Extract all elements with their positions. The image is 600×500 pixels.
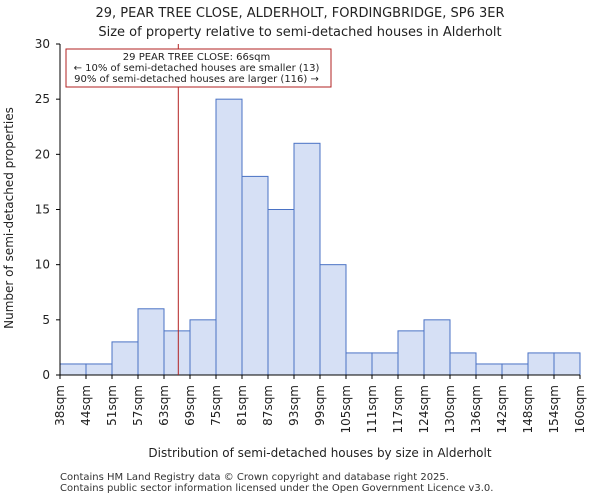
y-axis-label: Number of semi-detached properties bbox=[2, 107, 16, 329]
y-tick-label: 20 bbox=[35, 147, 50, 161]
histogram-bar-93sqm bbox=[293, 142, 321, 376]
title-line-2: Size of property relative to semi-detach… bbox=[98, 25, 502, 40]
histogram-chart: 0 5 10 15 20 25 30 38sqm 44sqm 51sqm 57sqm 63sqm 69s… bbox=[2, 37, 587, 460]
x-tick-label: 136sqm bbox=[469, 385, 483, 433]
y-tick-label: 30 bbox=[35, 37, 50, 51]
x-tick-label: 160sqm bbox=[573, 385, 587, 433]
chart-title: 29, PEAR TREE CLOSE, ALDERHOLT, FORDINGB… bbox=[0, 4, 600, 42]
histogram-bar-105sqm bbox=[345, 352, 373, 376]
x-tick-label: 111sqm bbox=[365, 385, 379, 433]
y-tick-label: 0 bbox=[42, 368, 50, 382]
x-tick-label: 75sqm bbox=[209, 385, 223, 426]
x-tick-label: 93sqm bbox=[287, 385, 301, 426]
annotation-line-1: 29 PEAR TREE CLOSE: 66sqm bbox=[123, 52, 270, 63]
histogram-bar-130sqm bbox=[449, 352, 477, 376]
histogram-bar-57sqm bbox=[137, 308, 165, 376]
x-tick-label: 69sqm bbox=[183, 385, 197, 426]
footer-line-2: Contains public sector information licen… bbox=[60, 483, 494, 494]
title-line-1: 29, PEAR TREE CLOSE, ALDERHOLT, FORDINGB… bbox=[95, 6, 505, 21]
histogram-bar-87sqm bbox=[267, 209, 295, 376]
x-tick-label: 44sqm bbox=[79, 385, 93, 426]
annotation-box bbox=[65, 48, 332, 88]
x-tick-label: 154sqm bbox=[547, 385, 561, 433]
histogram-bar-69sqm bbox=[189, 319, 217, 376]
x-tick-label: 148sqm bbox=[521, 385, 535, 433]
x-tick-label: 63sqm bbox=[157, 385, 171, 426]
histogram-bar-111sqm bbox=[371, 352, 399, 376]
histogram-bar-99sqm bbox=[319, 264, 347, 376]
x-tick-label: 142sqm bbox=[495, 385, 509, 433]
x-tick-label: 81sqm bbox=[235, 385, 249, 426]
histogram-bar-63sqm bbox=[163, 330, 191, 376]
y-tick-label: 15 bbox=[35, 203, 50, 217]
x-tick-label: 87sqm bbox=[261, 385, 275, 426]
histogram-bar-44sqm bbox=[85, 363, 113, 376]
histogram-bar-81sqm bbox=[241, 175, 269, 376]
x-tick-label: 99sqm bbox=[313, 385, 327, 426]
x-tick-label: 51sqm bbox=[105, 385, 119, 426]
x-tick-label: 38sqm bbox=[53, 385, 67, 426]
histogram-bar-51sqm bbox=[111, 341, 139, 376]
footer-line-1: Contains HM Land Registry data © Crown c… bbox=[60, 472, 449, 483]
x-tick-label: 124sqm bbox=[417, 385, 431, 433]
x-axis-label: Distribution of semi-detached houses by … bbox=[148, 446, 491, 460]
histogram-bar-148sqm bbox=[527, 352, 555, 376]
histogram-bar-75sqm bbox=[215, 98, 243, 376]
x-tick-label: 57sqm bbox=[131, 385, 145, 426]
histogram-bar-117sqm bbox=[397, 330, 425, 376]
histogram-bar-38sqm bbox=[59, 363, 87, 376]
x-tick-label: 117sqm bbox=[391, 385, 405, 433]
histogram-bar-142sqm bbox=[501, 363, 529, 376]
y-tick-label: 5 bbox=[42, 313, 50, 327]
x-tick-label: 130sqm bbox=[443, 385, 457, 433]
annotation-line-3: 90% of semi-detached houses are larger (… bbox=[74, 74, 319, 85]
annotation-line-2: ← 10% of semi-detached houses are smalle… bbox=[74, 63, 320, 74]
y-tick-label: 10 bbox=[35, 258, 50, 272]
y-tick-label: 25 bbox=[35, 92, 50, 106]
histogram-bar-136sqm bbox=[475, 363, 503, 376]
footer: Contains HM Land Registry data © Crown c… bbox=[60, 472, 493, 494]
x-tick-label: 105sqm bbox=[339, 385, 353, 433]
histogram-bar-124sqm bbox=[423, 319, 451, 376]
histogram-bar-154sqm bbox=[553, 352, 581, 376]
